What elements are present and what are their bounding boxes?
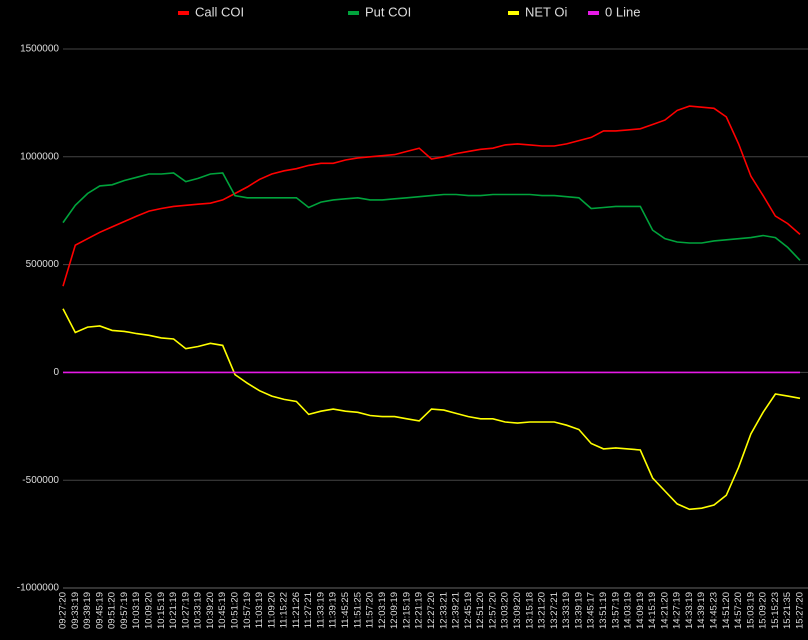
x-tick-label: 14:21:20 <box>659 592 670 629</box>
x-tick-label: 14:51:20 <box>721 592 732 629</box>
x-tick-label: 15:15:23 <box>770 592 781 629</box>
legend-item: Call COI <box>178 4 244 19</box>
x-tick-label: 13:51:19 <box>598 592 609 629</box>
legend-swatch <box>178 11 189 15</box>
x-tick-label: 12:03:19 <box>377 592 388 629</box>
legend-item: NET Oi <box>508 4 567 19</box>
x-tick-label: 11:39:19 <box>328 592 339 628</box>
x-tick-label: 14:09:19 <box>635 592 646 629</box>
x-tick-label: 15:27:20 <box>795 592 806 629</box>
x-tick-label: 10:39:20 <box>205 592 216 629</box>
x-tick-label: 12:15:19 <box>401 592 412 629</box>
x-tick-label: 13:03:20 <box>500 592 511 629</box>
x-tick-label: 14:57:20 <box>733 592 744 629</box>
legend-swatch <box>588 11 599 15</box>
x-tick-label: 14:03:19 <box>623 592 634 629</box>
x-tick-label: 14:27:19 <box>672 592 683 629</box>
legend-label: 0 Line <box>605 4 640 19</box>
x-tick-label: 09:51:20 <box>107 592 118 629</box>
x-tick-label: 09:45:19 <box>94 592 105 629</box>
x-tick-label: 12:57:20 <box>487 592 498 629</box>
x-tick-label: 13:45:17 <box>586 592 597 629</box>
x-tick-label: 10:45:19 <box>217 592 228 629</box>
x-tick-label: 12:21:19 <box>414 592 425 629</box>
y-tick-label: 1500000 <box>20 44 59 55</box>
x-tick-label: 15:03:19 <box>745 592 756 629</box>
y-tick-label: -1000000 <box>17 583 60 594</box>
x-tick-label: 13:15:18 <box>524 592 535 629</box>
x-tick-label: 12:39:21 <box>451 592 462 629</box>
x-tick-label: 10:21:19 <box>168 592 179 629</box>
x-tick-label: 15:09:20 <box>758 592 769 629</box>
x-tick-label: 13:39:19 <box>573 592 584 629</box>
legend-label: Call COI <box>195 4 244 19</box>
x-tick-label: 12:33:21 <box>438 592 449 629</box>
series-line <box>62 308 801 511</box>
x-tick-label: 11:33:19 <box>315 592 326 628</box>
x-tick-label: 14:33:19 <box>684 592 695 629</box>
x-tick-label: 09:57:19 <box>119 592 130 629</box>
x-tick-label: 13:27:21 <box>549 592 560 629</box>
legend-item: Put COI <box>348 4 411 19</box>
x-tick-label: 11:27:21 <box>303 592 314 628</box>
x-tick-label: 09:27:20 <box>58 592 69 629</box>
x-tick-label: 11:03:19 <box>254 592 265 628</box>
x-tick-label: 09:33:19 <box>70 592 81 629</box>
series-line <box>62 105 801 287</box>
x-tick-label: 14:45:23 <box>709 592 720 629</box>
series-line <box>62 172 801 261</box>
legend-label: NET Oi <box>525 4 567 19</box>
x-tick-label: 14:39:19 <box>696 592 707 629</box>
x-tick-label: 13:21:20 <box>537 592 548 629</box>
x-tick-label: 10:09:20 <box>143 592 154 629</box>
x-tick-label: 12:51:20 <box>475 592 486 629</box>
x-tick-label: 11:09:20 <box>266 592 277 628</box>
x-tick-label: 11:45:25 <box>340 592 351 628</box>
x-tick-label: 14:15:19 <box>647 592 658 629</box>
y-tick-label: 500000 <box>26 259 60 270</box>
x-tick-label: 10:03:19 <box>131 592 142 629</box>
legend-swatch <box>508 11 519 15</box>
x-tick-label: 13:33:19 <box>561 592 572 629</box>
x-tick-label: 11:15:22 <box>279 592 290 628</box>
x-tick-label: 10:51:20 <box>229 592 240 629</box>
x-tick-label: 12:45:19 <box>463 592 474 629</box>
x-tick-label: 10:33:19 <box>193 592 204 629</box>
x-tick-label: 10:27:19 <box>180 592 191 629</box>
x-tick-label: 12:27:20 <box>426 592 437 629</box>
x-tick-label: 15:21:35 <box>782 592 793 629</box>
x-tick-label: 13:57:19 <box>610 592 621 629</box>
legend-item: 0 Line <box>588 4 640 19</box>
y-tick-label: 0 <box>53 367 59 378</box>
x-tick-label: 11:51:25 <box>352 592 363 628</box>
legend-label: Put COI <box>365 4 411 19</box>
x-tick-label: 13:09:20 <box>512 592 523 629</box>
x-tick-label: 10:15:19 <box>156 592 167 629</box>
legend-swatch <box>348 11 359 15</box>
y-tick-label: 1000000 <box>20 151 59 162</box>
x-tick-label: 11:21:26 <box>291 592 302 628</box>
x-tick-label: 10:57:19 <box>242 592 253 629</box>
x-tick-label: 11:57:20 <box>365 592 376 628</box>
y-tick-label: -500000 <box>22 475 59 486</box>
x-tick-label: 09:39:19 <box>82 592 93 629</box>
x-tick-label: 12:09:19 <box>389 592 400 629</box>
